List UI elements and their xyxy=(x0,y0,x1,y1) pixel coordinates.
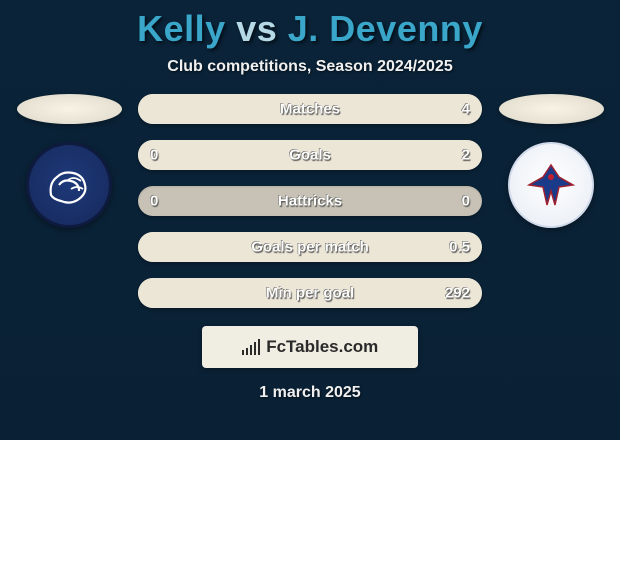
stat-label: Hattricks xyxy=(278,193,342,210)
player-right-name: J. Devenny xyxy=(288,8,483,49)
comparison-title: Kelly vs J. Devenny xyxy=(0,8,620,50)
stat-right-value: 292 xyxy=(445,285,470,302)
club-crest-right xyxy=(508,142,594,228)
club-crest-left xyxy=(26,142,112,228)
eagle-icon xyxy=(521,155,581,215)
stat-row: Goals per match 0.5 xyxy=(138,232,482,262)
stat-right-value: 0 xyxy=(462,193,470,210)
stat-row: 0 Hattricks 0 xyxy=(138,186,482,216)
stats-column: Matches 4 0 Goals 2 0 Hattricks 0 Goals per matc… xyxy=(138,94,482,308)
comparison-date: 1 march 2025 xyxy=(0,384,620,402)
chart-icon xyxy=(242,339,261,355)
stat-row: Min per goal 292 xyxy=(138,278,482,308)
stat-right-value: 0.5 xyxy=(449,239,470,256)
right-side xyxy=(496,94,606,228)
brand-text: FcTables.com xyxy=(266,337,378,357)
comparison-banner: Kelly vs J. Devenny Club competitions, S… xyxy=(0,0,620,440)
lion-icon xyxy=(39,155,99,215)
comparison-subtitle: Club competitions, Season 2024/2025 xyxy=(0,58,620,76)
stat-row: Matches 4 xyxy=(138,94,482,124)
stat-right-value: 2 xyxy=(462,147,470,164)
stat-row: 0 Goals 2 xyxy=(138,140,482,170)
brand-card[interactable]: FcTables.com xyxy=(202,326,418,368)
stat-label: Min per goal xyxy=(266,285,354,302)
player-left-name: Kelly xyxy=(137,8,226,49)
comparison-main: Matches 4 0 Goals 2 0 Hattricks 0 Goals per matc… xyxy=(0,94,620,308)
stat-label: Goals xyxy=(289,147,331,164)
player-left-halo xyxy=(17,94,122,124)
stat-label: Goals per match xyxy=(251,239,369,256)
vs-separator: vs xyxy=(236,8,277,49)
left-side xyxy=(14,94,124,228)
player-right-halo xyxy=(499,94,604,124)
stat-label: Matches xyxy=(280,101,340,118)
stat-left-value: 0 xyxy=(150,147,158,164)
stat-left-value: 0 xyxy=(150,193,158,210)
stat-right-value: 4 xyxy=(462,101,470,118)
